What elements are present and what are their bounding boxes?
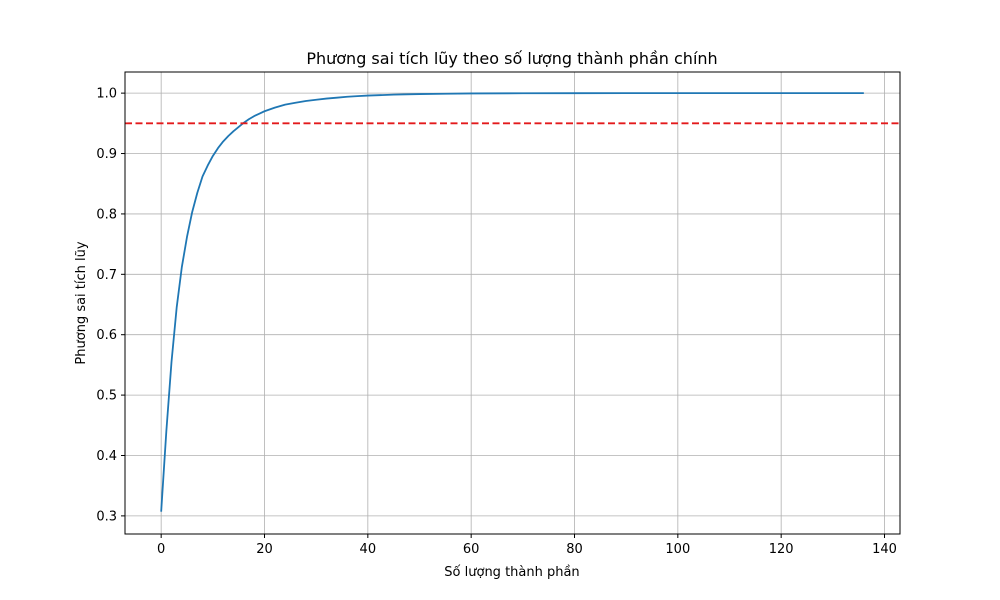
y-tick-label: 0.8 (96, 207, 117, 222)
y-axis-ticks: 0.3 0.4 0.5 0.6 0.7 0.8 0.9 1.0 (96, 87, 125, 524)
y-tick-label: 0.6 (96, 328, 117, 343)
y-tick-label: 1.0 (96, 87, 117, 102)
x-tick-label: 80 (566, 542, 583, 557)
x-tick-label: 20 (256, 542, 273, 557)
x-tick-label: 60 (463, 542, 480, 557)
plot-frame (124, 71, 901, 535)
y-axis-label: Phương sai tích lũy (74, 241, 89, 364)
y-tick-label: 0.9 (96, 147, 117, 162)
chart-title: Phương sai tích lũy theo số lượng thành … (306, 49, 717, 68)
series-layer (160, 92, 864, 512)
grid (125, 72, 900, 534)
x-tick-label: 0 (157, 542, 165, 557)
x-tick-label: 140 (872, 542, 897, 557)
x-tick-label: 40 (360, 542, 377, 557)
y-tick-label: 0.3 (96, 509, 117, 524)
x-tick-label: 120 (769, 542, 794, 557)
x-axis-label: Số lượng thành phần (444, 565, 579, 580)
y-tick-label: 0.7 (96, 268, 117, 283)
series-line (160, 92, 864, 512)
x-tick-label: 100 (665, 542, 690, 557)
y-tick-label: 0.5 (96, 389, 117, 404)
x-axis-ticks: 0 20 40 60 80 100 120 140 (157, 534, 897, 557)
y-tick-label: 0.4 (96, 449, 117, 464)
